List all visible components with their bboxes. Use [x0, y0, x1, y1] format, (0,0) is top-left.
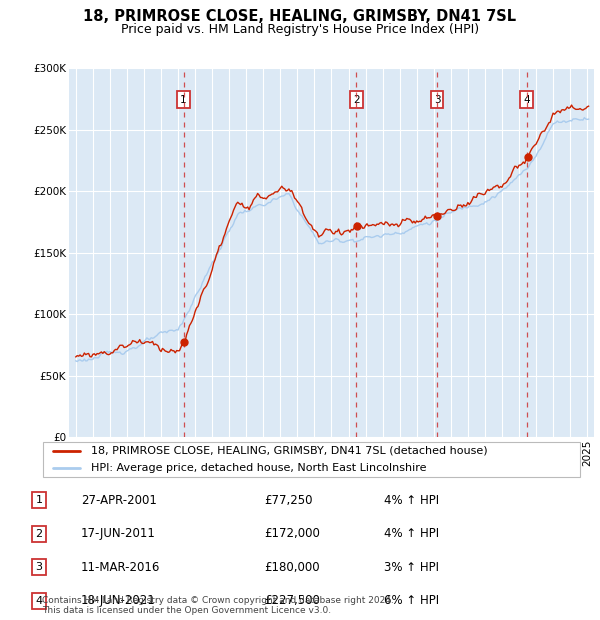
Text: £172,000: £172,000	[264, 528, 320, 540]
FancyBboxPatch shape	[43, 441, 580, 477]
Text: 1: 1	[180, 95, 187, 105]
Text: 4: 4	[35, 596, 43, 606]
Text: 17-JUN-2011: 17-JUN-2011	[81, 528, 156, 540]
Text: £77,250: £77,250	[264, 494, 313, 507]
Text: £180,000: £180,000	[264, 561, 320, 574]
Text: 3% ↑ HPI: 3% ↑ HPI	[384, 561, 439, 574]
Text: 4% ↑ HPI: 4% ↑ HPI	[384, 528, 439, 540]
Text: 18-JUN-2021: 18-JUN-2021	[81, 595, 156, 607]
Text: 4: 4	[524, 95, 530, 105]
Text: HPI: Average price, detached house, North East Lincolnshire: HPI: Average price, detached house, Nort…	[91, 463, 426, 473]
Text: 2: 2	[353, 95, 359, 105]
Text: Contains HM Land Registry data © Crown copyright and database right 2024.
This d: Contains HM Land Registry data © Crown c…	[42, 596, 394, 615]
Text: 3: 3	[35, 562, 43, 572]
Text: 27-APR-2001: 27-APR-2001	[81, 494, 157, 507]
Text: £227,500: £227,500	[264, 595, 320, 607]
Text: 18, PRIMROSE CLOSE, HEALING, GRIMSBY, DN41 7SL: 18, PRIMROSE CLOSE, HEALING, GRIMSBY, DN…	[83, 9, 517, 24]
Text: Price paid vs. HM Land Registry's House Price Index (HPI): Price paid vs. HM Land Registry's House …	[121, 23, 479, 36]
Text: 4% ↑ HPI: 4% ↑ HPI	[384, 494, 439, 507]
Text: 6% ↑ HPI: 6% ↑ HPI	[384, 595, 439, 607]
Text: 2: 2	[35, 529, 43, 539]
Text: 1: 1	[35, 495, 43, 505]
Text: 3: 3	[434, 95, 440, 105]
Text: 18, PRIMROSE CLOSE, HEALING, GRIMSBY, DN41 7SL (detached house): 18, PRIMROSE CLOSE, HEALING, GRIMSBY, DN…	[91, 446, 487, 456]
Text: 11-MAR-2016: 11-MAR-2016	[81, 561, 160, 574]
